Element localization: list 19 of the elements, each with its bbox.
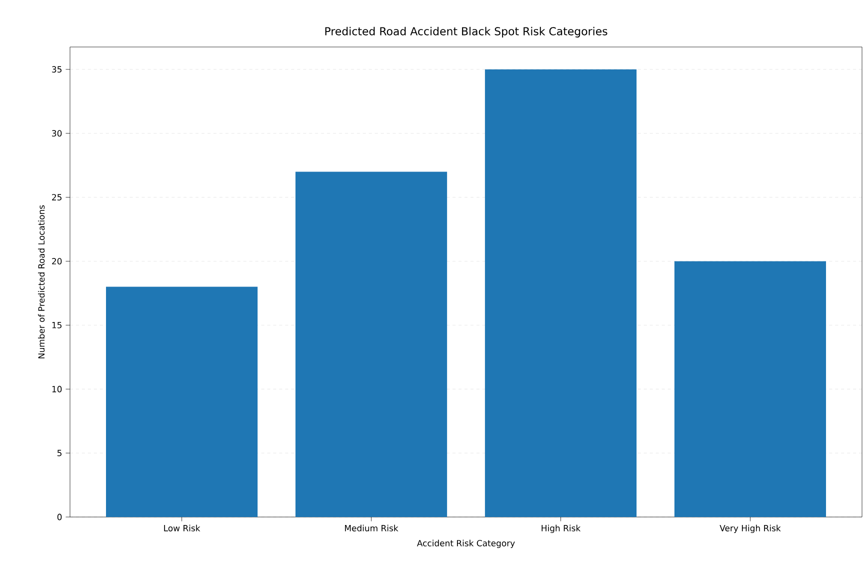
x-tick-label: High Risk — [542, 524, 581, 533]
x-tick-label: Very High Risk — [720, 524, 781, 533]
chart-title: Predicted Road Accident Black Spot Risk Categories — [325, 26, 608, 38]
y-tick-label: 10 — [52, 386, 62, 392]
x-tick-label: Low Risk — [164, 524, 200, 532]
y-tick-label: 5 — [57, 450, 62, 456]
y-tick-label: 15 — [52, 322, 62, 328]
bar — [674, 261, 826, 517]
y-tick-label: 0 — [57, 514, 62, 520]
y-tick-label: 25 — [52, 194, 62, 200]
bar — [295, 172, 448, 517]
x-axis-title: Accident Risk Category — [416, 540, 515, 548]
x-tick-label: Medium Risk — [345, 524, 398, 532]
y-tick-label: 30 — [52, 130, 62, 137]
bar — [106, 286, 258, 517]
bar — [484, 69, 637, 517]
y-axis-title: Number of Predicted Road Locations — [38, 205, 45, 358]
y-tick-label: 20 — [52, 258, 62, 264]
y-tick-label: 35 — [52, 66, 62, 73]
